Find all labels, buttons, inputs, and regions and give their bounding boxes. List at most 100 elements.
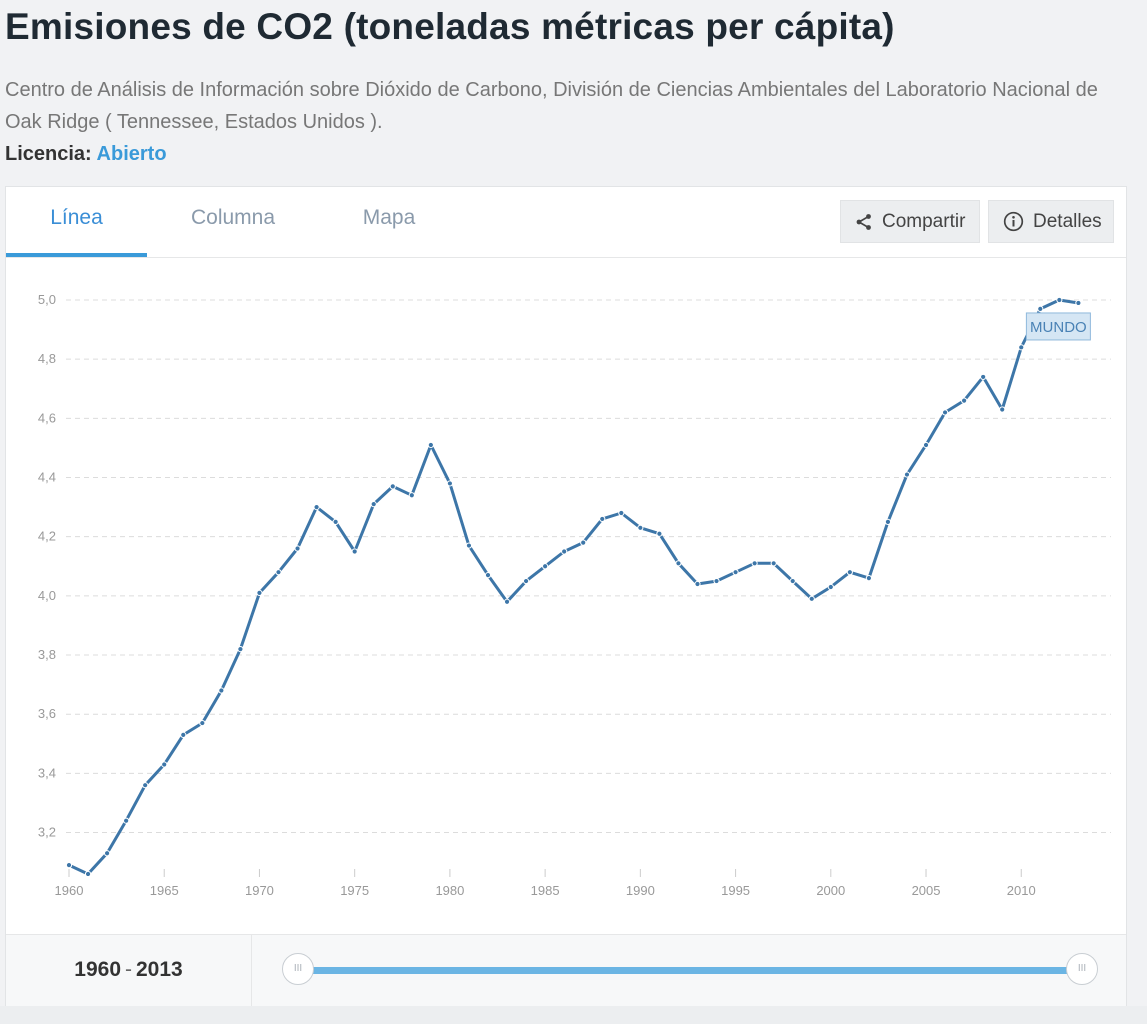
y-tick-label: 4,6 [38, 410, 56, 425]
line-chart: 3,2 3,4 3,6 3,8 4,0 4,2 4,4 4,6 4,8 5,0 1960 1965 1… [38, 292, 1111, 898]
x-tick-label: 1975 [340, 883, 369, 898]
data-point[interactable] [980, 373, 987, 381]
chart-area: 3,2 3,4 3,6 3,8 4,0 4,2 4,4 4,6 4,8 5,0 1960 1965 1… [6, 257, 1126, 933]
series-label-box [1025, 312, 1091, 341]
data-point[interactable] [237, 646, 244, 653]
data-point[interactable] [694, 580, 701, 588]
y-tick-label: 3,8 [38, 647, 56, 662]
data-point[interactable] [732, 569, 739, 576]
range-bar: 1960-2013 III III [6, 934, 1126, 1007]
data-point[interactable] [561, 548, 568, 555]
range-label: 1960-2013 [6, 935, 252, 1007]
details-label: Detalles [1033, 211, 1102, 232]
data-point[interactable] [751, 560, 758, 567]
series-label-text: MUNDO [1030, 319, 1087, 336]
data-point[interactable] [65, 861, 73, 869]
data-point[interactable] [313, 503, 320, 511]
data-point[interactable] [922, 441, 930, 449]
data-point[interactable] [1056, 296, 1063, 304]
data-point[interactable] [941, 409, 949, 416]
y-tick-label: 3,4 [38, 765, 56, 780]
data-point[interactable] [846, 569, 853, 576]
data-point[interactable] [713, 577, 720, 585]
license-link[interactable]: Abierto [96, 143, 167, 165]
data-point[interactable] [370, 501, 377, 508]
data-point[interactable] [142, 782, 149, 789]
data-point[interactable] [161, 761, 168, 768]
license-label: Licencia: [5, 143, 92, 165]
data-point[interactable] [961, 397, 968, 404]
source-description: Centro de Análisis de Información sobre … [5, 79, 1098, 133]
data-point[interactable] [999, 406, 1006, 413]
range-start: 1960 [74, 958, 121, 981]
data-point[interactable] [427, 441, 434, 449]
share-label: Compartir [882, 211, 966, 232]
data-point[interactable] [199, 719, 206, 727]
data-point[interactable] [884, 518, 892, 525]
data-point[interactable] [770, 560, 777, 567]
data-point[interactable] [618, 509, 625, 517]
data-point[interactable] [389, 483, 396, 490]
x-tick-label: 1980 [435, 883, 464, 898]
data-point[interactable] [789, 577, 796, 585]
range-slider-track[interactable] [300, 967, 1082, 974]
tab-line[interactable]: Línea [6, 187, 147, 257]
y-tick-label: 3,6 [38, 706, 56, 721]
data-point[interactable] [446, 480, 454, 487]
data-point[interactable] [294, 545, 301, 552]
x-tick-label: 1965 [150, 883, 179, 898]
x-tick-label: 2005 [912, 883, 941, 898]
data-point[interactable] [599, 515, 606, 523]
data-point[interactable] [351, 548, 358, 555]
data-point[interactable] [503, 598, 511, 605]
data-point[interactable] [808, 595, 815, 602]
share-button[interactable]: Compartir [840, 200, 980, 243]
x-tick-label: 1985 [531, 883, 560, 898]
data-point[interactable] [84, 870, 92, 878]
data-point[interactable] [542, 563, 549, 570]
data-point[interactable] [465, 542, 473, 549]
data-point[interactable] [123, 817, 130, 824]
data-point[interactable] [656, 530, 663, 537]
data-point[interactable] [256, 589, 263, 596]
y-tick-label: 4,0 [38, 588, 56, 603]
data-point[interactable] [1018, 344, 1025, 351]
info-icon [1003, 211, 1024, 232]
data-point[interactable] [484, 572, 492, 579]
data-point[interactable] [180, 731, 187, 739]
data-point[interactable] [637, 524, 644, 531]
series-label: MUNDO [1025, 312, 1091, 341]
data-point[interactable] [275, 569, 282, 576]
data-point[interactable] [865, 575, 872, 582]
x-tick-label: 2010 [1007, 883, 1036, 898]
data-point[interactable] [580, 539, 587, 546]
y-tick-label: 4,2 [38, 529, 56, 544]
data-point[interactable] [827, 583, 834, 591]
data-point[interactable] [408, 492, 415, 499]
series-line [68, 298, 1079, 876]
range-slider-end-handle[interactable]: III [1066, 953, 1098, 985]
data-point[interactable] [218, 687, 225, 694]
data-point[interactable] [332, 518, 339, 525]
range-end: 2013 [136, 958, 183, 981]
x-tick-label: 1990 [626, 883, 655, 898]
data-point[interactable] [103, 850, 111, 857]
tab-column[interactable]: Columna [190, 206, 276, 229]
range-separator: - [125, 958, 132, 981]
chart-tabs: Línea Columna Mapa Compartir [6, 187, 1126, 258]
tab-map[interactable]: Mapa [362, 206, 416, 229]
x-tick-label: 1960 [55, 883, 84, 898]
data-point[interactable] [675, 560, 682, 567]
page-title: Emisiones de CO2 (toneladas métricas per… [5, 6, 895, 47]
data-point[interactable] [1075, 299, 1082, 307]
x-tick-label: 1995 [721, 883, 750, 898]
data-point[interactable] [903, 471, 911, 478]
x-tick-label: 1970 [245, 883, 274, 898]
data-point[interactable] [522, 577, 530, 585]
range-slider-start-handle[interactable]: III [282, 953, 314, 985]
data-point[interactable] [1037, 305, 1044, 312]
details-button[interactable]: Detalles [988, 200, 1114, 243]
chart-card: Línea Columna Mapa Compartir [5, 186, 1127, 1007]
bottom-strip [0, 1006, 1147, 1024]
share-icon [855, 213, 873, 231]
